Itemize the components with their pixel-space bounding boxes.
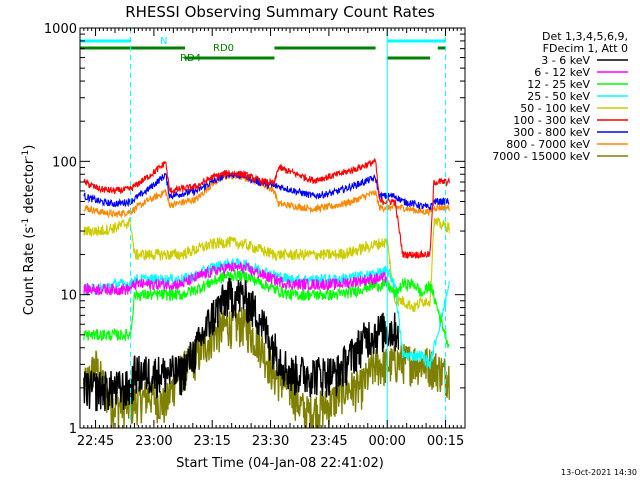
flag-label-rd0: RD0 [213,43,234,54]
series-line-800-7000-kev [83,171,450,219]
flag-label-rd4: RD4 [180,53,201,64]
legend-label: 25 - 50 keV [527,90,590,103]
legend-label: 50 - 100 keV [520,102,590,115]
x-tick-label: 22:45 [77,434,114,449]
x-tick-label: 23:45 [310,434,347,449]
chart-title: RHESSI Observing Summary Count Rates [125,3,435,21]
x-tick-label: 00:00 [368,434,405,449]
legend-label: 6 - 12 keV [534,66,590,79]
y-axis: 1 10 100 1000 [44,22,465,437]
legend-header-line-1: Det 1,3,4,5,6,9, [542,30,628,43]
flag-layer: N RD0 RD4 [80,36,446,64]
series-line-6-12-kev [83,260,388,296]
legend-label: 300 - 800 keV [513,126,590,139]
series-line-25-50-kev [83,257,450,370]
y-axis-label: Count Rate (s-1 detector-1) [21,145,37,316]
legend-label: 12 - 25 keV [527,78,590,91]
x-tick-label: 23:15 [193,434,230,449]
x-tick-label: 00:15 [427,434,464,449]
x-axis-label: Start Time (04-Jan-08 22:41:02) [176,456,384,471]
legend-label: 800 - 7000 keV [506,138,590,151]
series-layer [83,158,450,428]
legend-header-line-2: FDecim 1, Att 0 [543,42,628,55]
y-tick-label: 100 [52,155,77,170]
series-line-100-300-kev [83,158,450,260]
series-line-7000-15000-kev [83,307,450,428]
y-tick-label: 1 [69,422,77,437]
x-axis: 22:45 23:00 23:15 23:30 23:45 00:00 00:15 [77,28,466,449]
vline-layer [130,28,447,428]
legend-label: 3 - 6 keV [541,54,590,67]
series-line-12-25-kev [83,267,450,349]
y-tick-label: 10 [60,289,77,304]
y-tick-label: 1000 [44,22,77,37]
flag-label-n: N [160,36,167,47]
plot-frame [79,27,466,429]
x-tick-label: 23:30 [252,434,289,449]
x-tick-label: 23:00 [135,434,172,449]
timestamp: 13-Oct-2021 14:30 [561,468,637,477]
legend-label: 100 - 300 keV [513,114,590,127]
series-line-50-100-kev [83,216,450,312]
series-line-3-6-kev [83,277,400,412]
legend-label: 7000 - 15000 keV [492,150,590,163]
